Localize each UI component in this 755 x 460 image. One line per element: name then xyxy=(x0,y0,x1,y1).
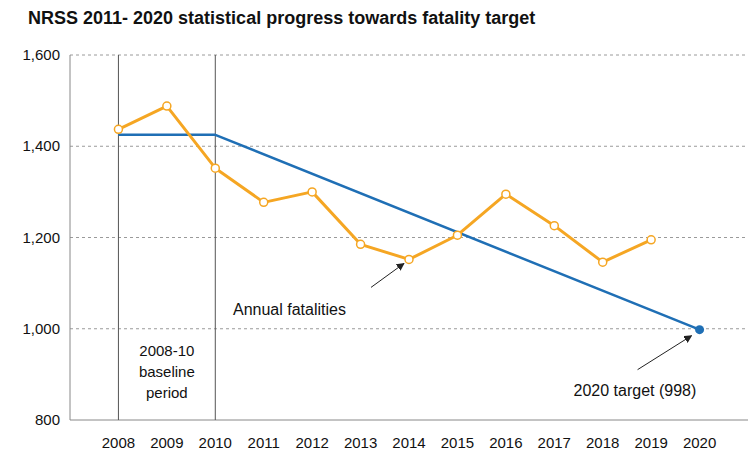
point xyxy=(114,125,122,133)
plot-area xyxy=(114,102,704,334)
x-tick-label: 2019 xyxy=(634,434,667,451)
x-tick-label: 2008 xyxy=(102,434,135,451)
x-tick-label: 2009 xyxy=(150,434,183,451)
point xyxy=(502,190,510,198)
series-line xyxy=(118,106,651,262)
point xyxy=(695,325,704,334)
annotation-arrow xyxy=(371,263,404,287)
point xyxy=(599,258,607,266)
series-line xyxy=(118,135,699,330)
point xyxy=(453,231,461,239)
x-tick-label: 2016 xyxy=(489,434,522,451)
grid-line xyxy=(70,146,748,147)
point xyxy=(357,240,365,248)
point xyxy=(163,102,171,110)
y-grid xyxy=(70,55,748,329)
y-tick-label: 1,400 xyxy=(22,137,60,154)
x-tick-label: 2020 xyxy=(683,434,716,451)
point xyxy=(647,236,655,244)
grid-line xyxy=(70,328,748,329)
x-tick-label: 2013 xyxy=(344,434,377,451)
y-tick-label: 800 xyxy=(35,411,60,428)
baseline-boundary xyxy=(215,55,216,420)
y-axis-line xyxy=(70,55,71,420)
x-axis-line xyxy=(70,420,748,421)
baseline-label: 2008-10baselineperiod xyxy=(139,342,195,401)
y-tick-label: 1,600 xyxy=(22,46,60,63)
x-tick-label: 2015 xyxy=(441,434,474,451)
point xyxy=(550,222,558,230)
point xyxy=(308,188,316,196)
series-label: 2020 target (998) xyxy=(574,382,697,399)
y-tick-label: 1,200 xyxy=(22,229,60,246)
point xyxy=(405,255,413,263)
x-tick-label: 2012 xyxy=(295,434,328,451)
point xyxy=(260,198,268,206)
chart-svg: NRSS 2011- 2020 statistical progress tow… xyxy=(0,0,755,460)
series-label: Annual fatalities xyxy=(233,301,346,318)
x-tick-label: 2014 xyxy=(392,434,425,451)
x-tick-label: 2018 xyxy=(586,434,619,451)
x-tick-label: 2010 xyxy=(199,434,232,451)
annotation-arrow xyxy=(638,336,692,370)
y-tick-label: 1,000 xyxy=(22,320,60,337)
point xyxy=(211,164,219,172)
x-tick-label: 2017 xyxy=(538,434,571,451)
grid-line xyxy=(70,55,748,56)
chart-container: NRSS 2011- 2020 statistical progress tow… xyxy=(0,0,755,460)
chart-title: NRSS 2011- 2020 statistical progress tow… xyxy=(28,8,535,28)
grid-line xyxy=(70,237,748,238)
x-tick-label: 2011 xyxy=(248,434,280,451)
baseline-boundary xyxy=(118,55,119,420)
